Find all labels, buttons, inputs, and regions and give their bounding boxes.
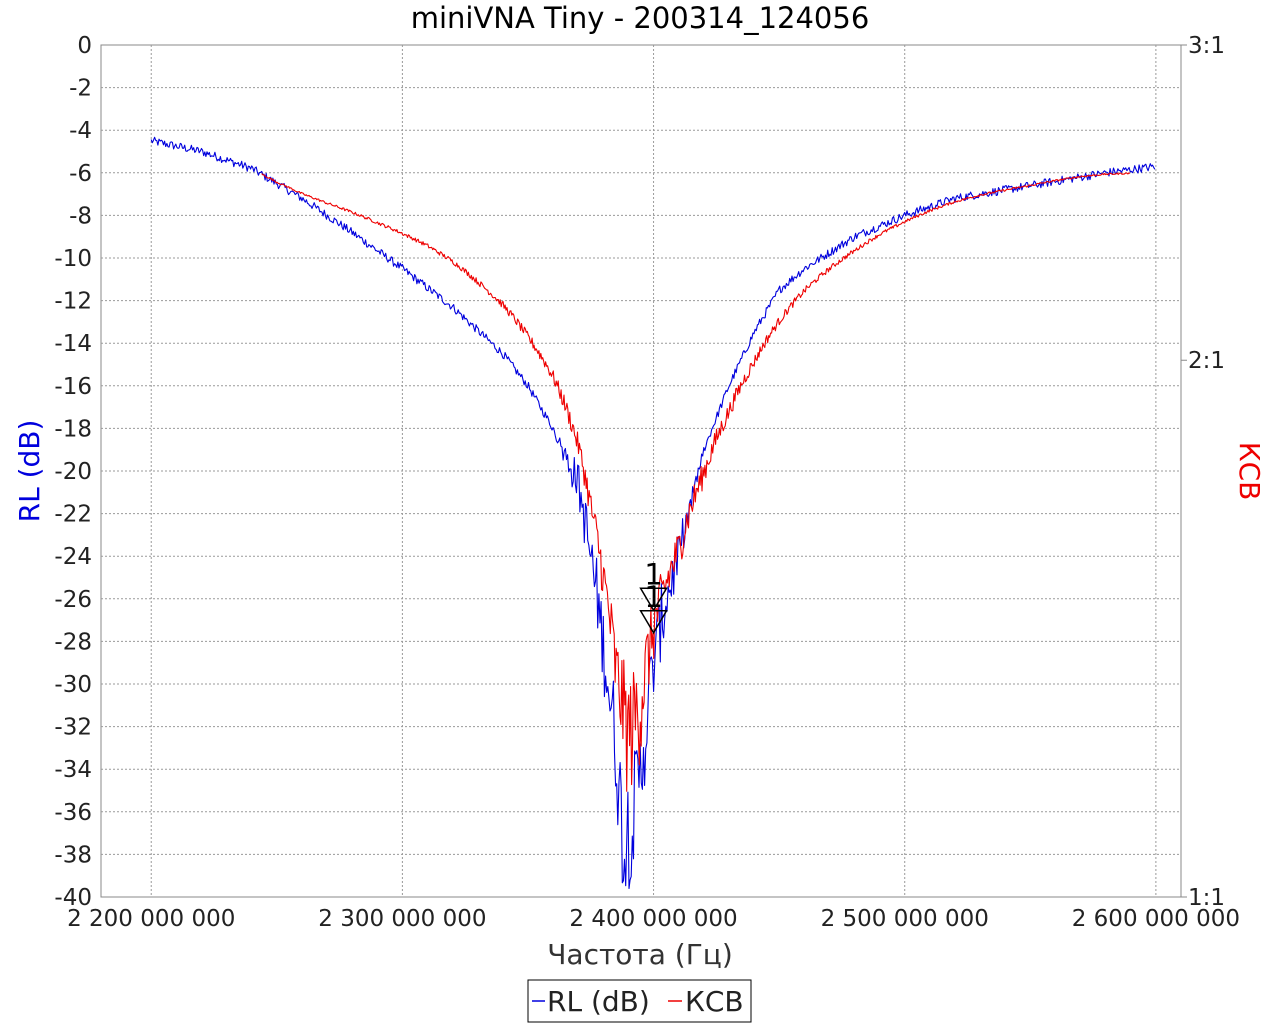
chart-title: miniVNA Tiny - 200314_124056 xyxy=(411,1,870,35)
y-tick-label: -36 xyxy=(54,800,92,826)
y-tick-label: -20 xyxy=(54,459,92,485)
y-right-tick-label: 3:1 xyxy=(1188,33,1225,59)
legend-label-rl: RL (dB) xyxy=(547,985,650,1018)
series-line-rl xyxy=(150,136,1156,890)
marker-layer: 11 xyxy=(639,557,668,635)
y-tick-label: -2 xyxy=(69,76,92,102)
legend-box xyxy=(527,979,752,1023)
y-tick-label: -4 xyxy=(69,118,92,144)
marker-label: 1 xyxy=(644,557,662,591)
series-layer xyxy=(150,136,1156,890)
y-tick-label: -32 xyxy=(54,715,92,741)
y-tick-label: -12 xyxy=(54,289,92,315)
y-axis-left-ticks: 0 -2 -4 -6 -8 -10 -12 -14 -16 -18 -20 -22 -24 -26 -28 -… xyxy=(54,33,92,911)
x-tick-label: 2 600 000 000 xyxy=(1072,906,1240,932)
x-tick-label: 2 200 000 000 xyxy=(67,906,235,932)
y-tick-label: -14 xyxy=(54,331,92,357)
x-tick-label: 2 300 000 000 xyxy=(318,906,486,932)
y-tick-label: -18 xyxy=(54,416,92,442)
y-tick-label: -24 xyxy=(54,544,92,570)
y-tick-label: -34 xyxy=(54,757,92,783)
y-axis-left-label: RL (dB) xyxy=(13,420,46,523)
y-tick-label: -30 xyxy=(54,672,92,698)
x-tick-label: 2 400 000 000 xyxy=(569,906,737,932)
y-tick-label: -22 xyxy=(54,502,92,528)
series-line-kcb xyxy=(261,172,1131,792)
marker-triangle xyxy=(639,587,668,612)
y-right-tick-label: 2:1 xyxy=(1188,348,1225,374)
legend: RL (dB) КСВ xyxy=(527,979,752,1023)
y-axis-right-label: КСВ xyxy=(1233,442,1266,501)
y-tick-label: -8 xyxy=(69,203,92,229)
y-right-tick-label: 1:1 xyxy=(1188,885,1225,911)
y-tick-label: 0 xyxy=(77,33,92,59)
y-tick-label: -6 xyxy=(69,161,92,187)
y-tick-label: -16 xyxy=(54,374,92,400)
y-tick-label: -28 xyxy=(54,629,92,655)
x-axis-label: Частота (Гц) xyxy=(547,938,733,971)
grid-lines xyxy=(101,45,1181,897)
x-tick-label: 2 500 000 000 xyxy=(821,906,989,932)
y-axis-right-ticks: 3:1 2:1 1:1 xyxy=(1181,33,1225,911)
y-tick-label: -26 xyxy=(54,587,92,613)
y-tick-label: -40 xyxy=(54,885,92,911)
legend-label-kcb: КСВ xyxy=(685,985,744,1018)
x-axis-ticks: 2 200 000 000 2 300 000 000 2 400 000 000 2… xyxy=(67,906,1240,932)
y-tick-label: -10 xyxy=(54,246,92,272)
y-tick-label: -38 xyxy=(54,842,92,868)
